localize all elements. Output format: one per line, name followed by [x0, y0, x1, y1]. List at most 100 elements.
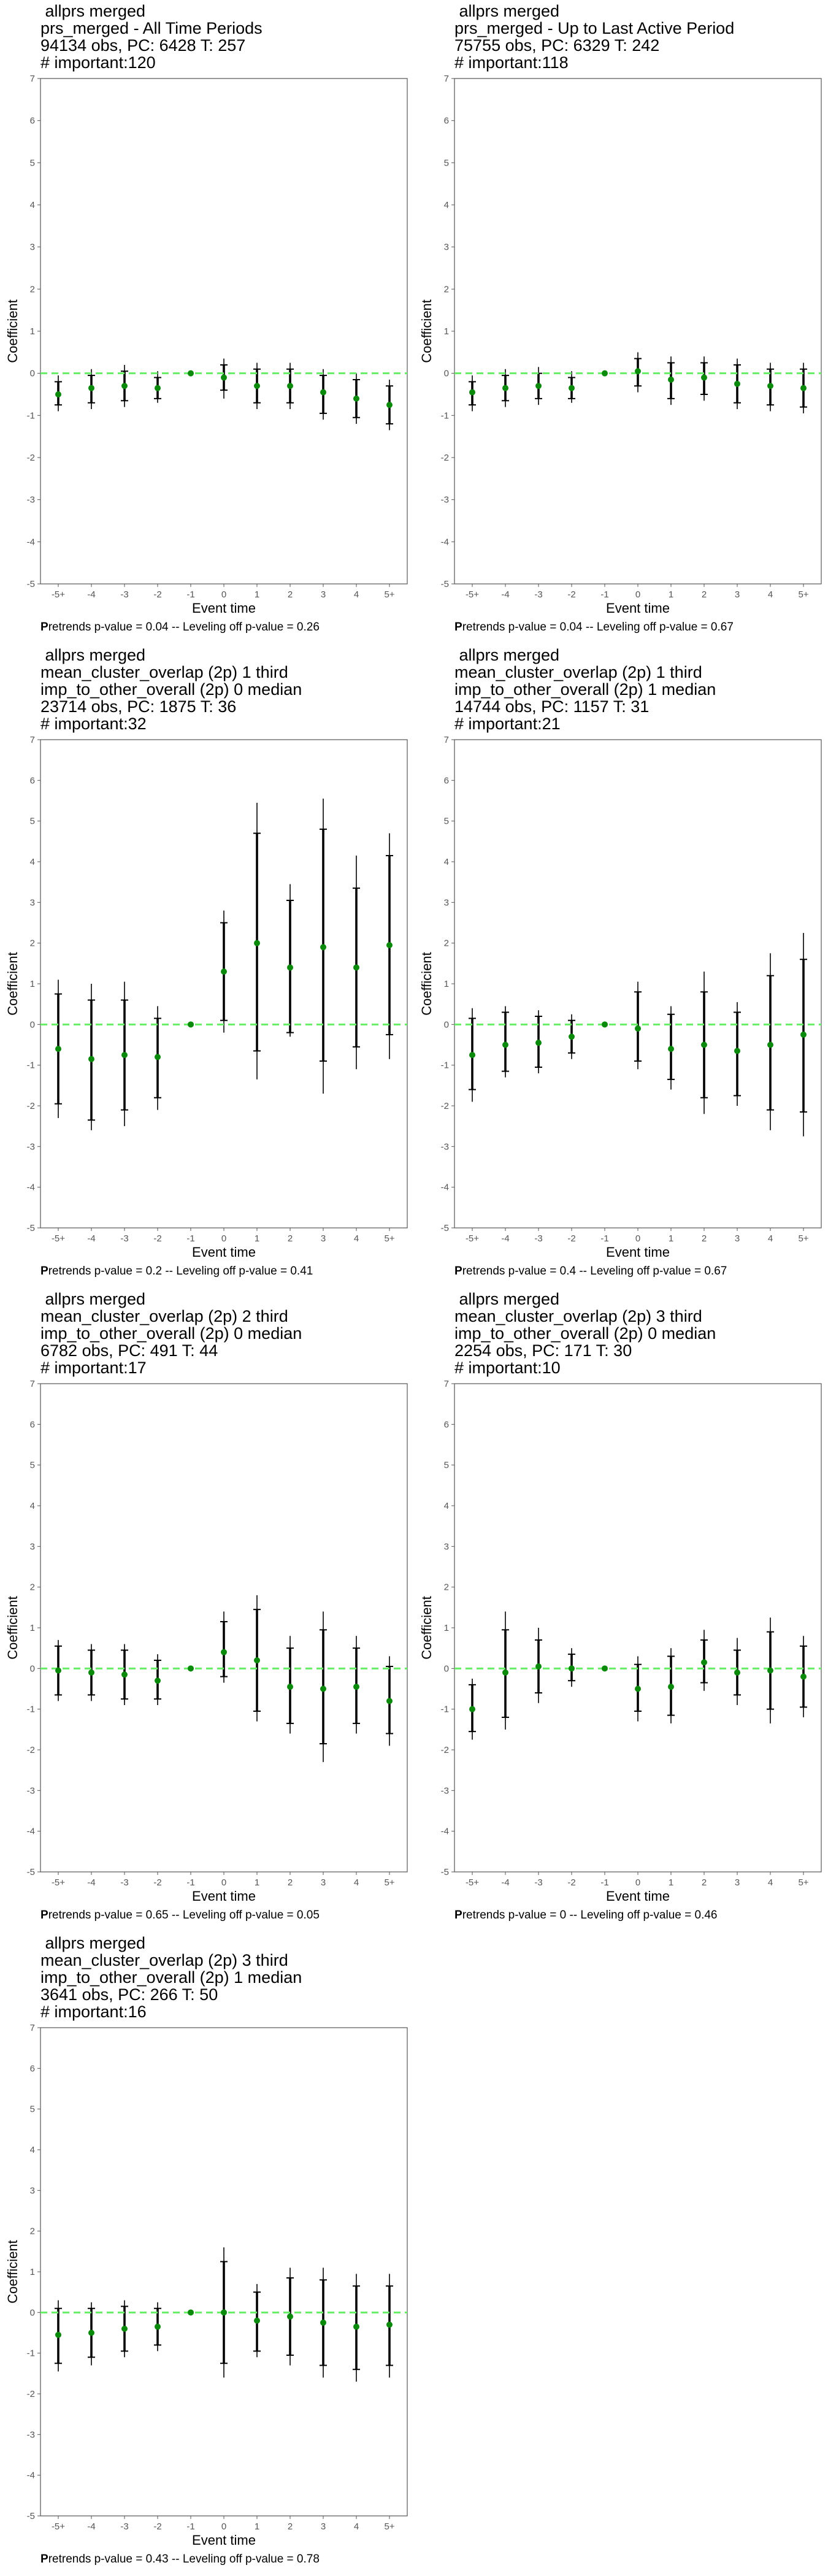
- chart-title: allprs merged mean_cluster_overlap (2p) 1…: [454, 646, 716, 732]
- coefficient-point: [55, 1046, 61, 1052]
- y-tick-label: -3: [441, 1785, 449, 1796]
- coefficient-point: [386, 2321, 393, 2328]
- y-tick-label: 1: [444, 979, 449, 989]
- coefficient-point: [121, 1671, 128, 1678]
- coefficient-point: [88, 2329, 94, 2336]
- y-tick-label: 4: [444, 1501, 449, 1511]
- y-tick-label: 3: [30, 1541, 35, 1552]
- y-tick-label: 1: [30, 326, 35, 337]
- x-tick-label: 4: [354, 1877, 359, 1888]
- coefficient-point: [254, 2317, 260, 2324]
- title-line: allprs merged: [40, 1290, 146, 1308]
- coefficient-point: [188, 1021, 194, 1028]
- title-line: 2254 obs, PC: 171 T: 30: [454, 1341, 632, 1360]
- y-tick-label: 4: [30, 2145, 35, 2155]
- coefficient-point: [55, 1667, 61, 1674]
- y-tick-label: -4: [441, 1183, 449, 1193]
- y-tick-label: 7: [444, 735, 449, 745]
- title-line: allprs merged: [40, 1934, 146, 1952]
- x-tick-label: -4: [87, 589, 95, 600]
- coefficient-point: [121, 1052, 128, 1059]
- x-tick-label: 4: [354, 1233, 359, 1244]
- x-tick-label: 4: [354, 2521, 359, 2532]
- y-tick-label: 2: [30, 1582, 35, 1593]
- y-tick-label: 2: [30, 284, 35, 294]
- plot-area: -5 -4 -3 -2 -1 0 1 2 3 4 5 6 7 -5+ -4 -3 -2 -1 0 1 2 3 4 5+ Even…: [419, 1379, 822, 1904]
- y-tick-label: -3: [27, 1785, 35, 1796]
- title-line: mean_cluster_overlap (2p) 3 third: [40, 1951, 288, 1969]
- coefficient-point: [254, 940, 260, 946]
- y-tick-label: 0: [30, 369, 35, 379]
- y-tick-label: 3: [30, 897, 35, 908]
- y-tick-label: 2: [30, 2226, 35, 2237]
- x-tick-label: -4: [87, 1877, 95, 1888]
- x-tick-label: -5+: [52, 1233, 65, 1244]
- y-tick-label: -5: [441, 579, 449, 589]
- y-tick-label: 1: [30, 1623, 35, 1633]
- y-tick-label: 3: [30, 2185, 35, 2196]
- y-tick-label: 5: [30, 816, 35, 827]
- chart-panel-2: allprs merged prs_merged - Up to Last Act…: [414, 0, 828, 644]
- coefficient-point: [535, 383, 542, 389]
- y-axis-label: Coefficient: [419, 952, 434, 1016]
- pvalue-caption: Pretrends p-value = 0.65 -- Leveling off…: [40, 1909, 320, 1922]
- y-tick-label: 0: [30, 1019, 35, 1030]
- caption-text: retrends p-value = 0.2 -- Leveling off p…: [48, 1265, 313, 1278]
- x-tick-label: 1: [255, 589, 259, 600]
- y-tick-label: 5: [30, 1460, 35, 1471]
- x-tick-label: 2: [702, 589, 707, 600]
- plot-frame: [454, 1383, 822, 1873]
- coefficient-point: [386, 941, 393, 948]
- coefficient-point: [386, 1698, 393, 1704]
- x-tick-label: -1: [600, 1877, 608, 1888]
- y-tick-label: 1: [444, 326, 449, 337]
- x-tick-label: -1: [600, 1233, 608, 1244]
- y-tick-label: -1: [27, 1060, 35, 1071]
- caption-lead-letter: P: [454, 621, 462, 634]
- coefficient-point: [635, 1685, 641, 1692]
- y-tick-label: -2: [27, 453, 35, 463]
- x-tick-label: -5+: [52, 589, 65, 600]
- y-tick-label: 2: [444, 938, 449, 949]
- x-tick-label: 2: [288, 1233, 293, 1244]
- coefficient-point: [221, 374, 227, 381]
- plot-area: -5 -4 -3 -2 -1 0 1 2 3 4 5 6 7 -5+ -4 -3 -2 -1 0 1 2 3 4 5+ Even…: [5, 1379, 408, 1904]
- x-tick-label: 4: [768, 1877, 773, 1888]
- title-line: # important:32: [40, 715, 147, 733]
- coefficient-point: [469, 1052, 475, 1059]
- coefficient-point: [55, 391, 61, 397]
- y-tick-label: 6: [444, 1419, 449, 1430]
- title-line: 94134 obs, PC: 6428 T: 257: [40, 36, 246, 55]
- coefficient-point: [221, 968, 227, 975]
- x-tick-label: 5+: [384, 2521, 394, 2532]
- x-tick-label: -1: [186, 1233, 194, 1244]
- title-line: allprs merged: [40, 2, 146, 20]
- coefficient-point: [469, 389, 475, 396]
- coefficient-point: [635, 1025, 641, 1032]
- title-line: # important:17: [40, 1359, 147, 1377]
- y-tick-label: -5: [27, 579, 35, 589]
- x-tick-label: 4: [354, 589, 359, 600]
- y-tick-label: -5: [441, 1867, 449, 1877]
- y-tick-label: 5: [30, 158, 35, 168]
- y-tick-label: -1: [27, 2348, 35, 2359]
- x-axis-label: Event time: [606, 600, 670, 616]
- coefficient-point: [155, 385, 161, 391]
- title-line: imp_to_other_overall (2p) 0 median: [40, 680, 302, 699]
- caption-text: retrends p-value = 0.65 -- Leveling off …: [48, 1909, 320, 1922]
- y-tick-label: -1: [441, 1060, 449, 1071]
- x-tick-label: -5+: [466, 1877, 479, 1888]
- title-line: imp_to_other_overall (2p) 0 median: [40, 1324, 302, 1343]
- y-tick-label: 7: [30, 74, 35, 84]
- plot-area: -5 -4 -3 -2 -1 0 1 2 3 4 5 6 7 -5+ -4 -3 -2 -1 0 1 2 3 4 5+ Even…: [419, 74, 822, 616]
- coefficient-point: [155, 1677, 161, 1684]
- y-tick-label: 3: [444, 1541, 449, 1552]
- coefficient-point: [353, 1684, 359, 1690]
- y-tick-label: -4: [441, 537, 449, 547]
- coefficient-point: [767, 1041, 773, 1048]
- x-tick-label: -2: [567, 1877, 575, 1888]
- pvalue-caption: Pretrends p-value = 0.4 -- Leveling off …: [454, 1265, 727, 1278]
- x-tick-label: 1: [255, 2521, 259, 2532]
- x-tick-label: -3: [534, 1233, 542, 1244]
- chart-panel-6: allprs merged mean_cluster_overlap (2p) 3…: [414, 1288, 828, 1932]
